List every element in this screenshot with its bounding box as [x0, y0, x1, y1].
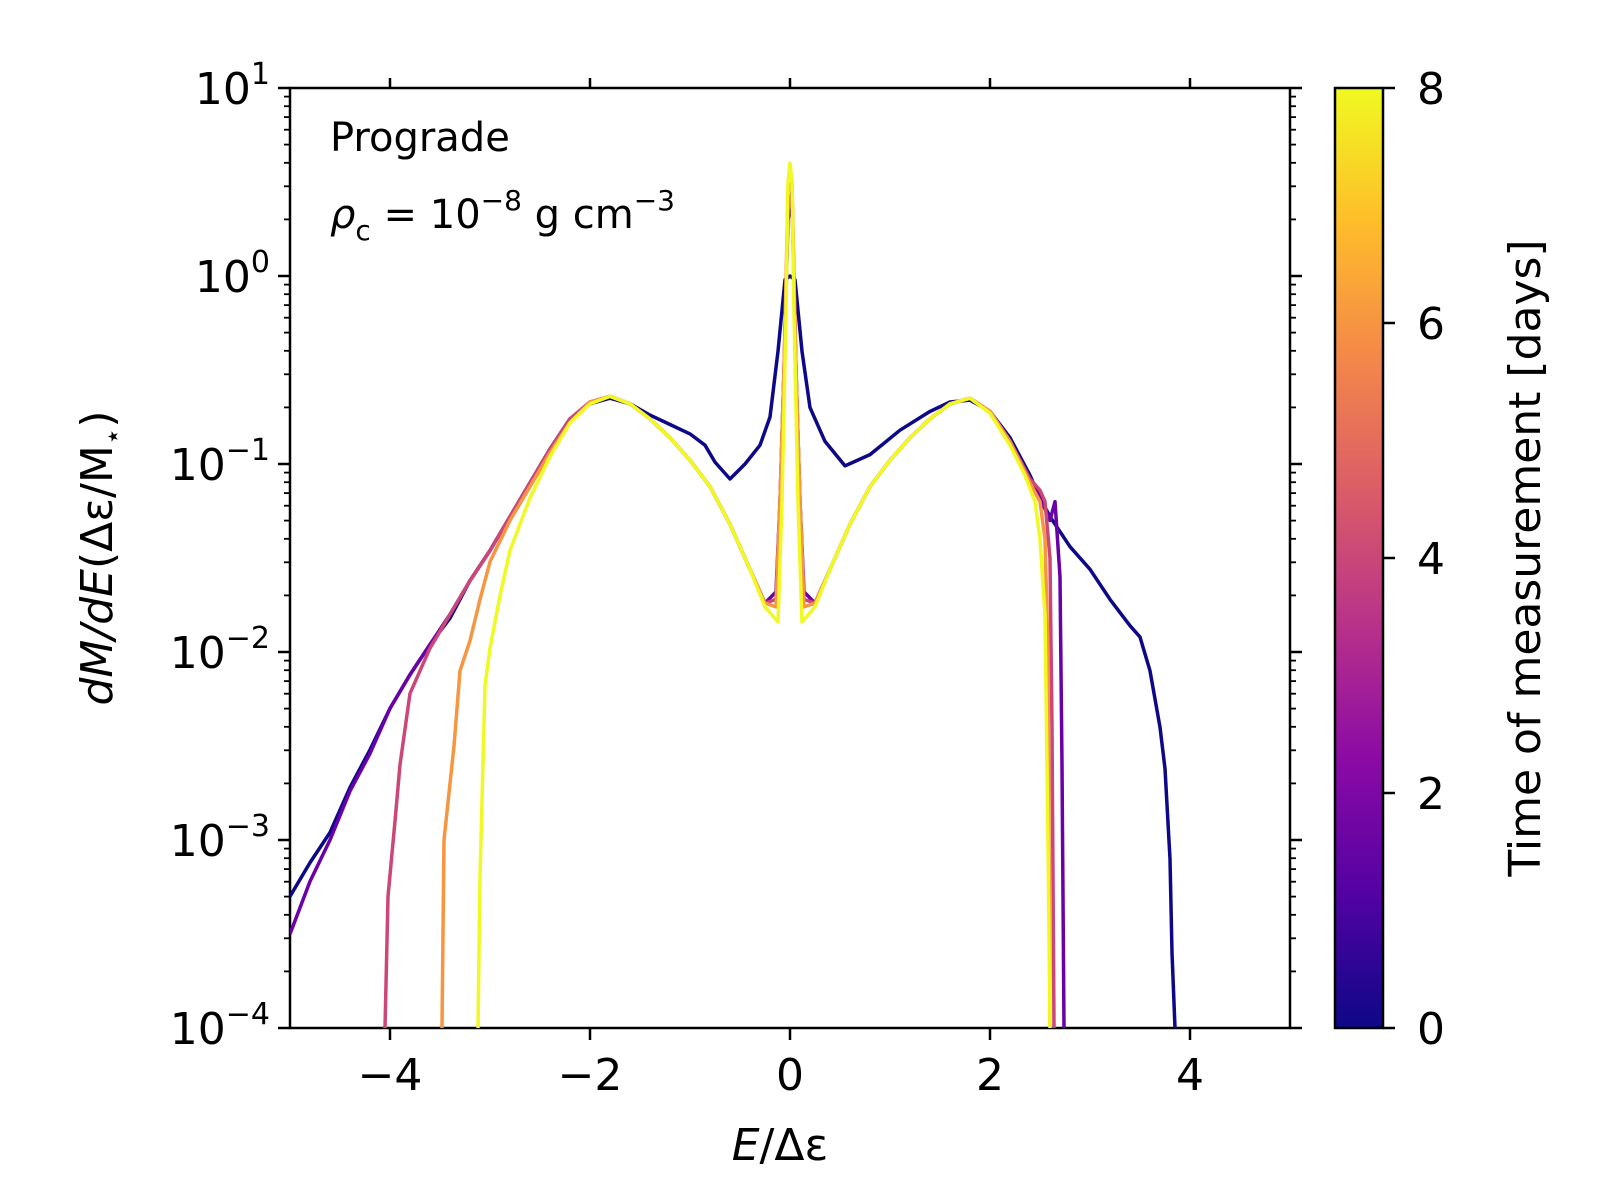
- series-line-4: [476, 161, 1052, 1028]
- colorbar-label: Time of measurement [days]: [1500, 239, 1551, 877]
- y-axis-label: dM/dE(Δε/M⋆): [72, 411, 129, 706]
- x-tick-label: 0: [776, 1050, 804, 1101]
- series-layer: [290, 161, 1177, 1028]
- y-tick-label: 10−4: [170, 997, 270, 1055]
- colorbar-ticks: 0 2 4 6 8: [1383, 64, 1445, 1055]
- y-tick-label: 10−2: [170, 621, 270, 679]
- colorbar: [1333, 86, 1385, 1030]
- colorbar-tick-label: 6: [1417, 299, 1445, 350]
- colorbar-tick-label: 2: [1417, 769, 1445, 820]
- annotation-prograde: Prograde: [330, 115, 510, 161]
- colorbar-tick-label: 8: [1417, 64, 1445, 115]
- y-tick-label: 10−1: [170, 433, 270, 491]
- y-axis-ticks: 101 100 10−1 10−2 10−3 10−4: [170, 57, 1302, 1055]
- x-tick-label: 2: [976, 1050, 1004, 1101]
- x-tick-label: −2: [558, 1050, 623, 1101]
- y-tick-label: 101: [195, 57, 270, 115]
- y-tick-label: 10−3: [170, 809, 270, 867]
- plot-area: [288, 86, 1292, 1030]
- x-axis-ticks: −4 −2 0 2 4: [358, 78, 1204, 1101]
- annotation-density: ρc = 10−8 g cm−3: [330, 184, 675, 247]
- x-tick-label: 4: [1176, 1050, 1204, 1101]
- y-tick-label: 100: [195, 245, 270, 303]
- colorbar-tick-label: 0: [1417, 1004, 1445, 1055]
- x-axis-label: E/Δε: [732, 1120, 829, 1171]
- x-tick-label: −4: [358, 1050, 423, 1101]
- colorbar-tick-label: 4: [1417, 534, 1445, 585]
